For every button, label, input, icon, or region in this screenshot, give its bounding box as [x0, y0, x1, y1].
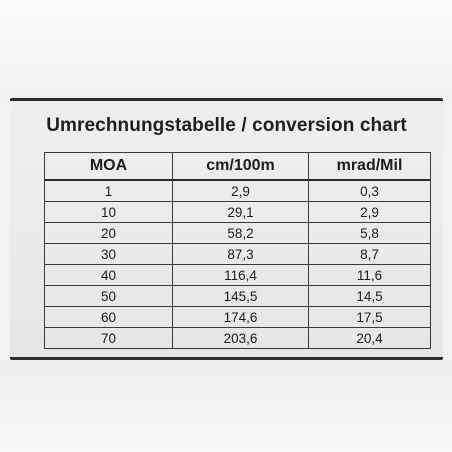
- cell-cm: 116,4: [172, 264, 309, 286]
- cell-cm: 2,9: [172, 179, 309, 202]
- cell-mrad: 8,7: [308, 243, 431, 265]
- cell-moa: 10: [44, 201, 173, 223]
- cell-moa: 60: [44, 306, 173, 328]
- cell-cm: 174,6: [172, 306, 309, 328]
- cell-moa: 50: [44, 285, 173, 307]
- header-moa: MOA: [44, 152, 173, 181]
- table-row: 40 116,4 11,6: [44, 264, 431, 286]
- background-top: [0, 0, 452, 100]
- cell-cm: 29,1: [172, 201, 309, 223]
- cell-cm: 203,6: [172, 327, 309, 349]
- table-row: 60 174,6 17,5: [44, 306, 431, 328]
- conversion-table: MOA cm/100m mrad/Mil 1 2,9 0,3 10 29,1 2…: [44, 152, 431, 349]
- cell-mrad: 2,9: [308, 201, 431, 223]
- cell-moa: 20: [44, 222, 173, 244]
- cell-mrad: 11,6: [308, 264, 431, 286]
- table-row: 50 145,5 14,5: [44, 285, 431, 307]
- cell-moa: 30: [44, 243, 173, 265]
- chart-title: Umrechnungstabelle / conversion chart: [46, 115, 407, 136]
- table-row: 20 58,2 5,8: [44, 222, 431, 244]
- header-row: MOA cm/100m mrad/Mil: [44, 152, 431, 181]
- conversion-chart-card: Umrechnungstabelle / conversion chart MO…: [10, 98, 443, 360]
- cell-cm: 58,2: [172, 222, 309, 244]
- cell-moa: 1: [44, 179, 173, 202]
- table-row: 30 87,3 8,7: [44, 243, 431, 265]
- header-mrad-mil: mrad/Mil: [308, 152, 431, 181]
- cell-mrad: 0,3: [308, 179, 431, 202]
- cell-moa: 40: [44, 264, 173, 286]
- cell-mrad: 17,5: [308, 306, 431, 328]
- table-row: 70 203,6 20,4: [44, 327, 431, 349]
- cell-cm: 145,5: [172, 285, 309, 307]
- table-row: 1 2,9 0,3: [44, 179, 431, 202]
- cell-cm: 87,3: [172, 243, 309, 265]
- cell-moa: 70: [44, 327, 173, 349]
- cell-mrad: 5,8: [308, 222, 431, 244]
- cell-mrad: 14,5: [308, 285, 431, 307]
- background-bottom: [0, 360, 452, 452]
- table-row: 10 29,1 2,9: [44, 201, 431, 223]
- cell-mrad: 20,4: [308, 327, 431, 349]
- header-cm-per-100m: cm/100m: [172, 152, 309, 181]
